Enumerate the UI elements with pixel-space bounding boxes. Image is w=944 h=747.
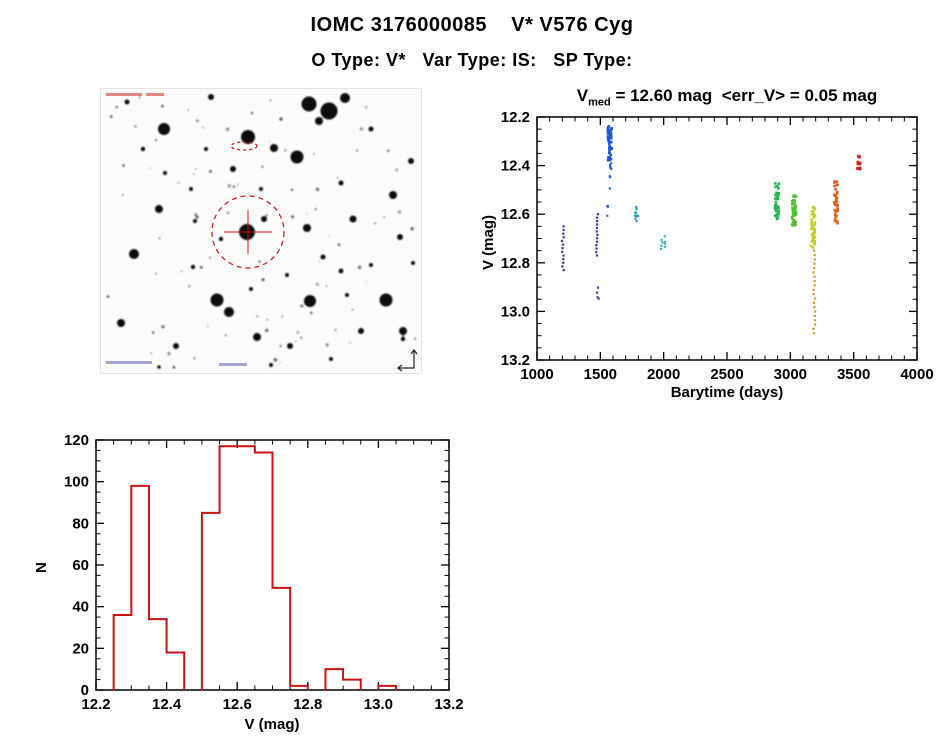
x-tick-label: 1500 xyxy=(584,366,617,383)
lightcurve-axes: 1000 1500 2000 2500 3000 3500 4000 12.2 12.4 12.6… xyxy=(501,109,934,383)
histogram-plot: 12.2 12.4 12.6 12.8 13.0 13.2 0 20 40 60 80 100 120 xyxy=(64,432,464,713)
x-tick-label: 3500 xyxy=(837,366,870,383)
y-tick-label: 40 xyxy=(72,599,89,616)
y-tick-label: 12.4 xyxy=(501,158,531,175)
histogram-axes: 12.2 12.4 12.6 12.8 13.0 13.2 0 20 40 60 80 100 120 xyxy=(64,432,464,713)
star-field xyxy=(106,93,417,369)
histogram-yaxis-label: N xyxy=(33,562,50,573)
x-tick-label: 13.0 xyxy=(364,696,393,713)
y-tick-label: 20 xyxy=(72,640,89,657)
x-tick-label: 12.6 xyxy=(223,696,252,713)
lightcurve-title-rest: = 12.60 mag <err_V> = 0.05 mag xyxy=(610,86,878,105)
histogram-xaxis-label: V (mag) xyxy=(244,716,300,733)
orientation-arrows-icon xyxy=(397,349,418,372)
y-tick-label: 100 xyxy=(64,474,89,491)
x-tick-label: 12.4 xyxy=(152,696,182,713)
y-tick-label: 12.8 xyxy=(501,255,530,272)
lightcurve-title-subscript: med xyxy=(588,96,611,109)
y-tick-label: 12.2 xyxy=(501,109,530,126)
x-tick-label: 2500 xyxy=(710,366,743,383)
finder-chart-image xyxy=(100,88,422,374)
lightcurve-points xyxy=(560,125,862,335)
y-tick-label: 80 xyxy=(72,515,89,532)
y-tick-label: 120 xyxy=(64,432,89,449)
lightcurve-title-prefix: V xyxy=(576,86,589,105)
y-tick-label: 60 xyxy=(72,557,89,574)
y-tick-label: 12.6 xyxy=(501,206,530,223)
plate-annotation-marks xyxy=(106,93,247,366)
target-markers xyxy=(211,141,285,269)
y-tick-label: 13.0 xyxy=(501,303,530,320)
x-tick-label: 12.2 xyxy=(81,696,110,713)
page-title: IOMC 3176000085 V* V576 Cyg xyxy=(310,14,634,36)
y-tick-label: 13.2 xyxy=(501,352,530,369)
y-tick-label: 0 xyxy=(81,682,89,699)
x-tick-label: 13.2 xyxy=(434,696,463,713)
x-tick-label: 12.8 xyxy=(293,696,322,713)
x-tick-label: 2000 xyxy=(647,366,680,383)
x-tick-label: 1000 xyxy=(520,366,553,383)
lightcurve-yaxis-label: V (mag) xyxy=(480,214,497,270)
lightcurve-title: Vmed = 12.60 mag <err_V> = 0.05 mag xyxy=(527,86,927,108)
x-tick-label: 3000 xyxy=(774,366,807,383)
page-subtitle: O Type: V* Var Type: IS: SP Type: xyxy=(311,50,633,70)
x-tick-label: 4000 xyxy=(900,366,933,383)
lightcurve-plot: 1000 1500 2000 2500 3000 3500 4000 12.2 12.4 12.6… xyxy=(501,109,934,383)
lightcurve-xaxis-label: Barytime (days) xyxy=(670,384,784,401)
histogram-bars xyxy=(112,445,398,690)
